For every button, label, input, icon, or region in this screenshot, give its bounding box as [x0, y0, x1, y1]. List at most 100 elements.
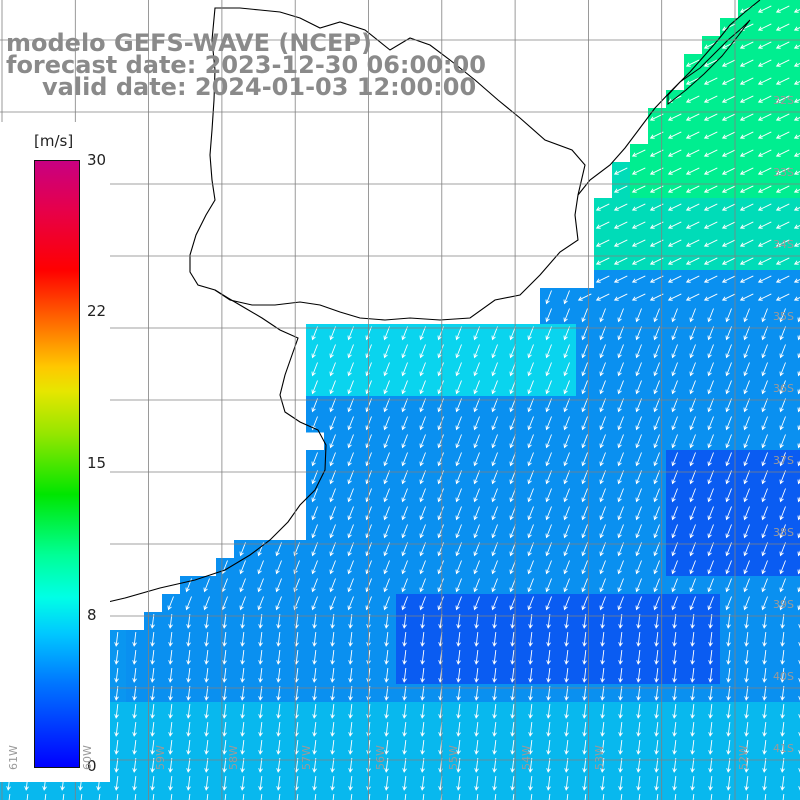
- wind-arrow: [743, 488, 750, 503]
- wind-arrow: [739, 167, 754, 175]
- wind-arrow: [347, 434, 354, 449]
- wind-arrow: [775, 257, 790, 265]
- wind-arrow: [491, 362, 498, 377]
- wind-arrow: [275, 542, 282, 557]
- wind-arrow: [329, 380, 336, 395]
- wind-arrow: [348, 721, 353, 737]
- wind-arrow: [761, 344, 768, 359]
- wind-speed-cell: [792, 378, 800, 397]
- wind-arrow: [257, 596, 264, 611]
- wind-arrow: [653, 524, 660, 539]
- wind-arrow: [653, 470, 660, 485]
- wind-arrow: [222, 703, 227, 719]
- wind-arrow: [599, 308, 606, 323]
- wind-arrow: [671, 308, 678, 323]
- wind-arrow: [329, 326, 336, 341]
- wind-arrow: [725, 596, 732, 611]
- wind-arrow: [707, 596, 714, 611]
- wind-arrow: [798, 642, 800, 647]
- wind-arrow: [635, 524, 642, 539]
- wind-arrow: [402, 721, 407, 737]
- wind-arrow: [473, 488, 480, 503]
- wind-arrow: [437, 452, 444, 467]
- wind-arrow: [257, 542, 264, 557]
- wind-arrow: [311, 362, 318, 377]
- wind-arrow: [739, 59, 754, 67]
- wind-arrow: [707, 398, 714, 413]
- wind-arrow: [577, 293, 592, 301]
- wind-arrow: [689, 524, 696, 539]
- lat-label: 32S: [773, 94, 794, 107]
- wind-arrow: [239, 542, 246, 557]
- wind-arrow: [114, 775, 119, 791]
- lon-label: 54W: [520, 745, 533, 770]
- wind-arrow: [707, 362, 714, 377]
- wind-arrow: [757, 59, 772, 67]
- wind-arrow: [743, 560, 750, 575]
- wind-arrow: [798, 660, 800, 665]
- wind-arrow: [188, 793, 191, 800]
- wind-arrow: [347, 326, 354, 341]
- wind-arrow: [401, 542, 408, 557]
- wind-arrow: [114, 667, 119, 683]
- wind-arrow: [636, 703, 641, 719]
- wind-arrow: [581, 470, 588, 485]
- wind-arrow: [618, 667, 623, 683]
- wind-arrow: [600, 703, 605, 719]
- wind-arrow: [743, 326, 750, 341]
- wind-speed-cell: [792, 612, 800, 631]
- wind-arrow: [383, 326, 390, 341]
- wind-arrow: [689, 416, 696, 431]
- wind-arrow: [437, 434, 444, 449]
- wind-arrow: [474, 739, 479, 755]
- colorbar-gradient: [34, 160, 80, 768]
- wind-arrow: [204, 631, 209, 647]
- wind-arrow: [582, 703, 587, 719]
- wind-arrow: [114, 649, 119, 665]
- wind-arrow: [311, 380, 318, 395]
- wind-arrow: [617, 506, 624, 521]
- wind-arrow: [581, 362, 588, 377]
- lat-label: 35S: [773, 310, 794, 323]
- wind-arrow: [780, 703, 785, 719]
- wind-arrow: [725, 524, 732, 539]
- wind-arrow: [793, 62, 800, 67]
- wind-arrow: [671, 470, 678, 485]
- wind-arrow: [635, 380, 642, 395]
- wind-arrow: [185, 596, 192, 611]
- wind-arrow: [437, 542, 444, 557]
- wind-arrow: [420, 631, 425, 647]
- wind-arrow: [757, 275, 772, 283]
- wind-arrow: [690, 649, 695, 665]
- wind-arrow: [186, 631, 191, 647]
- wind-arrow: [761, 416, 768, 431]
- wind-arrow: [685, 113, 700, 121]
- wind-arrow: [347, 398, 354, 413]
- wind-arrow: [725, 506, 732, 521]
- wind-arrow: [707, 326, 714, 341]
- wind-arrow: [168, 721, 173, 737]
- wind-arrow: [527, 506, 534, 521]
- wind-arrow: [667, 257, 682, 265]
- wind-speed-cell: [792, 288, 800, 307]
- wind-arrow: [726, 739, 731, 755]
- wind-arrow: [739, 113, 754, 121]
- wind-arrow: [739, 203, 754, 211]
- wind-speed-cell: [792, 252, 800, 271]
- wind-arrow: [703, 95, 718, 103]
- wind-arrow: [779, 524, 786, 539]
- wind-arrow: [564, 775, 569, 791]
- lat-label: 36S: [773, 382, 794, 395]
- wind-arrow: [779, 560, 786, 575]
- wind-arrow: [793, 98, 800, 103]
- wind-arrow: [330, 739, 335, 755]
- wind-arrow: [347, 506, 354, 521]
- wind-arrow: [761, 380, 768, 395]
- wind-arrow: [726, 649, 731, 665]
- wind-arrow: [690, 703, 695, 719]
- wind-arrow: [671, 560, 678, 575]
- wind-arrow: [563, 398, 570, 413]
- wind-arrow: [725, 362, 732, 377]
- wind-arrow: [618, 631, 623, 647]
- wind-arrow: [383, 434, 390, 449]
